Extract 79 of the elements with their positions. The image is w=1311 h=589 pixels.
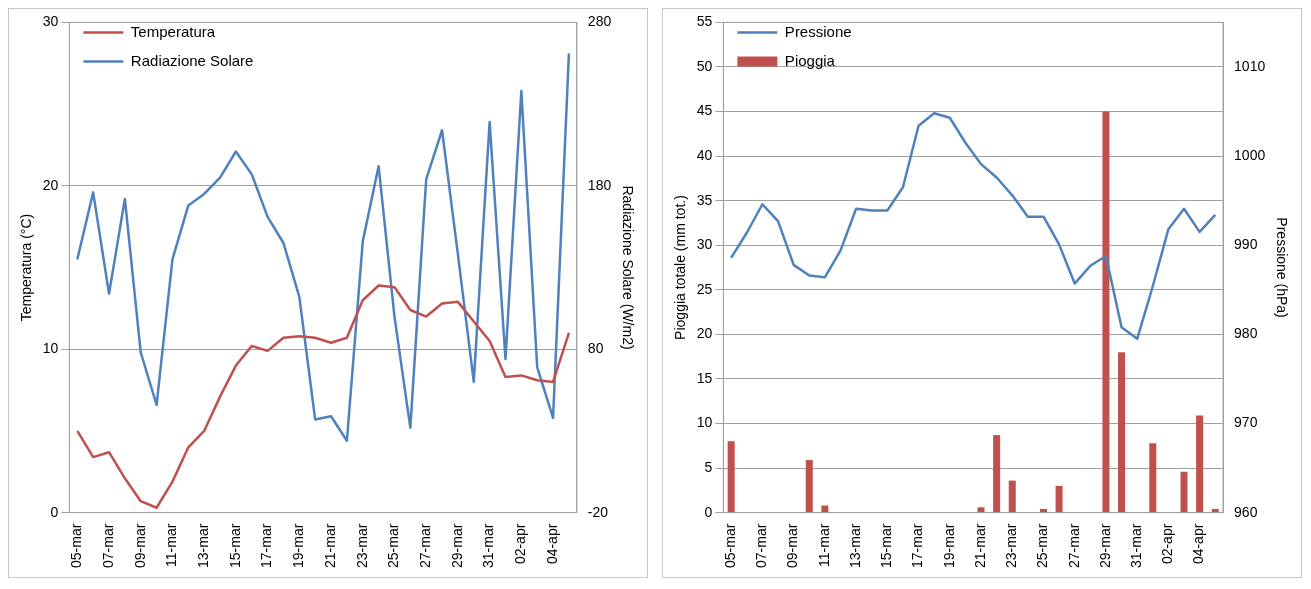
bar xyxy=(727,441,735,513)
x-tick-label: 23-mar xyxy=(353,523,370,569)
y-tick-label: 5 xyxy=(704,458,713,475)
y-tick-label: 35 xyxy=(696,191,713,208)
y-tick-label: 15 xyxy=(696,369,713,386)
y-axis-title: Temperatura (°C) xyxy=(18,213,35,322)
x-tick-label: 15-mar xyxy=(878,523,895,569)
y2-tick-label: 180 xyxy=(587,176,612,193)
x-tick-label: 31-mar xyxy=(480,523,497,569)
y-tick-label: 30 xyxy=(696,236,713,253)
x-tick-label: 05-mar xyxy=(68,523,85,569)
x-tick-label: 29-mar xyxy=(448,523,465,569)
x-tick-label: 17-mar xyxy=(258,523,275,569)
legend-label: Radiazione Solare xyxy=(130,51,254,69)
x-tick-label: 02-apr xyxy=(1159,523,1176,565)
y-tick-label: 20 xyxy=(42,176,59,193)
bar xyxy=(1118,352,1126,513)
x-tick-label: 13-mar xyxy=(846,523,863,569)
legend-label: Pressione xyxy=(784,22,852,40)
y2-tick-label: 990 xyxy=(1234,236,1258,253)
y2-tick-label: 1000 xyxy=(1234,146,1266,163)
x-tick-label: 27-mar xyxy=(417,523,434,569)
bar xyxy=(1055,485,1063,513)
bar xyxy=(1149,443,1157,513)
y-tick-label: 25 xyxy=(696,280,713,297)
x-tick-label: 04-apr xyxy=(543,523,560,565)
legend-label: Pioggia xyxy=(784,51,836,69)
x-tick-label: 25-mar xyxy=(385,523,402,569)
y-tick-label: 20 xyxy=(696,325,713,342)
bar xyxy=(1039,509,1047,513)
legend-label: Temperatura xyxy=(130,22,216,40)
y-tick-label: 55 xyxy=(696,13,713,30)
x-tick-label: 21-mar xyxy=(321,523,338,569)
x-tick-label: 21-mar xyxy=(971,523,988,569)
y2-tick-label: 970 xyxy=(1234,414,1258,431)
y-tick-label: 30 xyxy=(42,13,59,30)
x-tick-label: 09-mar xyxy=(131,523,148,569)
bar xyxy=(1008,480,1016,513)
x-tick-label: 13-mar xyxy=(195,523,212,569)
bar xyxy=(1102,111,1110,513)
y-tick-label: 0 xyxy=(50,503,59,520)
y2-tick-label: 980 xyxy=(1234,325,1258,342)
y-axis-title: Pioggia totale (mm tot.) xyxy=(672,195,689,340)
y-tick-label: 10 xyxy=(42,340,59,357)
y2-tick-label: 280 xyxy=(587,13,612,30)
y2-tick-label: 1010 xyxy=(1234,57,1266,74)
y2-tick-label: 80 xyxy=(587,340,604,357)
y-tick-label: 0 xyxy=(704,503,713,520)
x-tick-label: 07-mar xyxy=(753,523,770,569)
x-tick-label: 02-apr xyxy=(512,523,529,565)
x-tick-label: 29-mar xyxy=(1096,523,1113,569)
x-tick-label: 11-mar xyxy=(815,523,832,567)
x-tick-label: 09-mar xyxy=(784,523,801,569)
bar xyxy=(1196,415,1204,513)
x-tick-label: 19-mar xyxy=(290,523,307,569)
x-tick-label: 23-mar xyxy=(1003,523,1020,569)
bar xyxy=(1211,509,1219,513)
x-tick-label: 19-mar xyxy=(940,523,957,569)
y2-tick-label: 960 xyxy=(1234,503,1258,520)
bar xyxy=(993,435,1001,513)
y-tick-label: 40 xyxy=(696,146,713,163)
y2-axis-title: Pressione (hPa) xyxy=(1273,217,1290,318)
bar xyxy=(805,460,813,513)
x-tick-label: 11-mar xyxy=(163,523,180,567)
y2-axis-title: Radiazione Solare (W/m2) xyxy=(619,185,636,350)
x-tick-label: 05-mar xyxy=(722,523,739,569)
y-tick-label: 10 xyxy=(696,414,713,431)
x-tick-label: 31-mar xyxy=(1128,523,1145,569)
bar xyxy=(977,507,985,513)
x-tick-label: 25-mar xyxy=(1034,523,1051,569)
x-tick-label: 27-mar xyxy=(1065,523,1082,569)
y2-tick-label: -20 xyxy=(587,503,609,520)
x-tick-label: 15-mar xyxy=(226,523,243,569)
x-tick-label: 04-apr xyxy=(1190,523,1207,565)
x-tick-label: 07-mar xyxy=(99,523,116,569)
y-tick-label: 50 xyxy=(696,57,713,74)
bar xyxy=(1180,471,1188,513)
y-tick-label: 45 xyxy=(696,102,713,119)
x-tick-label: 17-mar xyxy=(909,523,926,569)
